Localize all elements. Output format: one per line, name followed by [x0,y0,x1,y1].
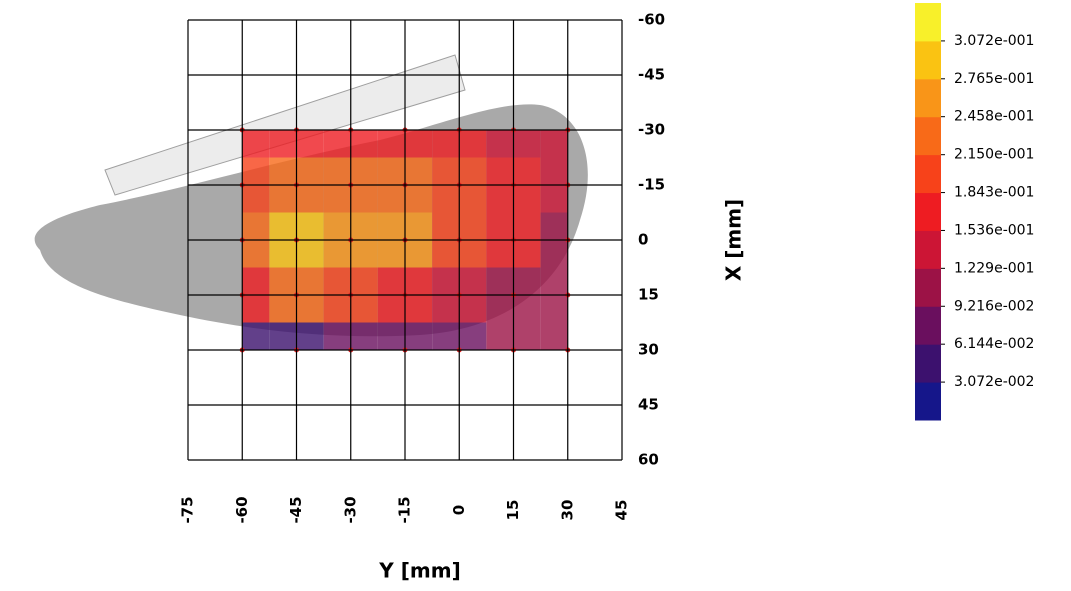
colorbar-label: 1.536e-001 [954,222,1034,238]
colorbar-band [915,382,941,421]
heat-cell [242,130,270,158]
colorbar-label: 2.765e-001 [954,71,1034,87]
x-tick-label: -75 [179,496,197,523]
x-tick-label: 0 [450,505,468,515]
y-tick-label: -30 [638,121,665,139]
colorbar-band [915,192,941,231]
y-tick-label: 60 [638,451,659,469]
y-tick-label: 15 [638,286,659,304]
colorbar-label: 6.144e-002 [954,336,1034,352]
colorbar-band [915,154,941,194]
ruler-image [104,54,466,196]
colorbar-label: 9.216e-002 [954,298,1034,314]
y-tick-label: -45 [638,66,665,84]
colorbar-band [915,116,941,156]
colorbar-band [915,344,941,383]
heat-cell [540,322,568,350]
x-tick-label: -60 [233,496,251,523]
y-tick-label: 45 [638,396,659,414]
colorbar-label: 2.150e-001 [954,147,1034,163]
colorbar-band [915,306,941,345]
x-tick-label: -30 [341,496,359,523]
x-tick-label: -45 [287,496,305,523]
colorbar-band [915,3,941,42]
colorbar-band [915,230,941,269]
heat-cell [242,322,270,350]
y-tick-label: -15 [638,176,665,194]
y-tick-label: 0 [638,231,648,249]
x-tick-label: 45 [613,500,631,521]
x-axis-title: Y [mm] [378,559,460,583]
colorbar-band [915,78,941,118]
colorbar-label: 1.843e-001 [954,185,1034,201]
x-tick-label: -15 [396,496,414,523]
y-axis-title: X [mm] [722,199,746,281]
x-tick-label: 30 [558,500,576,521]
colorbar-label: 3.072e-002 [954,374,1034,390]
colorbar-label: 2.458e-001 [954,109,1034,125]
y-tick-label: 30 [638,341,659,359]
heat-cell [540,130,568,158]
colorbar-band [915,268,941,307]
colorbar-label: 1.229e-001 [954,260,1034,276]
y-tick-label: -60 [638,11,665,29]
x-tick-label: 15 [504,500,522,521]
colorbar-label: 3.072e-001 [954,33,1034,49]
colorbar-band [915,40,941,80]
